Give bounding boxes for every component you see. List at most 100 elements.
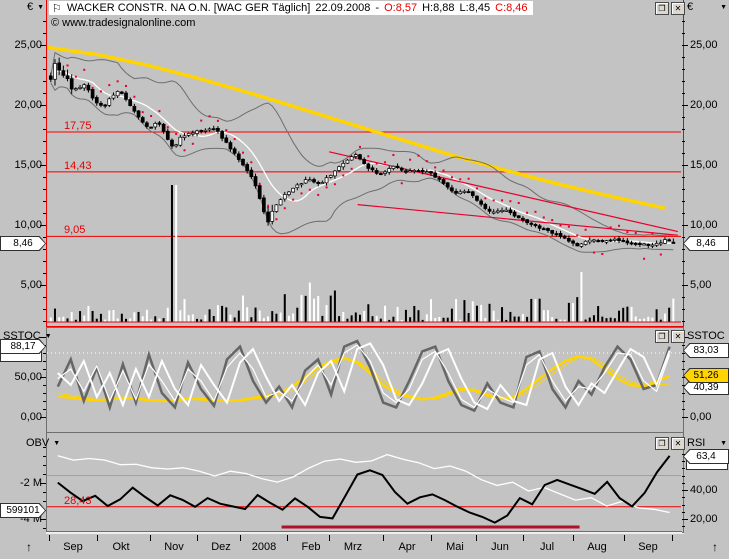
scroll-right-arrow[interactable]: ↑ [712, 540, 718, 554]
month-label: Apr [398, 541, 416, 553]
instrument-icon: ⚐ [52, 2, 62, 15]
currency-label: € [687, 1, 694, 13]
axis-tick [43, 117, 46, 118]
close-button[interactable]: ✕ [671, 330, 685, 343]
month-label: Sep [638, 541, 658, 553]
price-axis-label: 25,00 [690, 39, 718, 51]
axis-tick [682, 261, 685, 262]
close-button[interactable]: ✕ [671, 437, 685, 450]
maximize-button[interactable]: ❐ [655, 330, 669, 343]
axis-tick [240, 535, 241, 541]
stochastic-pane[interactable] [46, 327, 684, 433]
stoch-value-tag: 40,39 [683, 380, 729, 395]
title-high: H:8,88 [422, 2, 455, 14]
axis-tick [682, 189, 685, 190]
stoch-value-tag: 88,17 [0, 339, 46, 354]
axis-tick [43, 309, 46, 310]
axis-tick [287, 535, 288, 541]
stoch-dropdown-right[interactable]: SSTOC ▼ [687, 330, 729, 342]
stoch-dropdown-left[interactable]: SSTOC ▼ [3, 330, 52, 342]
axis-tick [43, 492, 46, 493]
axis-tick [43, 465, 46, 466]
axis-tick [682, 337, 688, 338]
axis-tick [43, 69, 46, 70]
title-date: 22.09.2008 [315, 2, 371, 14]
axis-tick [197, 535, 198, 541]
level-label: 28,43 [64, 495, 92, 507]
title-low: L:8,45 [459, 2, 491, 14]
level-label: 9,05 [64, 224, 86, 236]
last-price-tag-right: 8,46 [683, 236, 729, 251]
axis-tick [682, 497, 685, 499]
rsi-dropdown[interactable]: RSI ▼ [687, 437, 727, 449]
axis-tick [682, 117, 685, 118]
indicator-label: OBV [26, 437, 50, 449]
title-separator: - [375, 2, 380, 14]
axis-tick [682, 345, 685, 346]
axis-tick [40, 165, 46, 166]
price-pane[interactable] [46, 0, 684, 327]
axis-tick [682, 511, 685, 513]
rsi-value-tag: 63,4 [683, 449, 729, 464]
axis-tick [40, 105, 46, 106]
axis-tick [682, 93, 685, 94]
axis-tick [682, 237, 685, 238]
axis-tick [682, 409, 685, 410]
axis-tick [43, 361, 46, 362]
price-chart-canvas[interactable] [47, 0, 681, 325]
price-axis-label: 20,00 [14, 99, 42, 111]
axis-tick [43, 189, 46, 190]
indicator-label: SSTOC [687, 330, 725, 342]
axis-tick [682, 225, 688, 226]
chevron-down-icon: ▼ [53, 439, 61, 447]
axis-tick [43, 297, 46, 298]
axis-tick [682, 141, 685, 142]
rsi-axis-label: 20,00 [690, 513, 718, 525]
axis-tick [40, 483, 46, 484]
axis-tick [682, 361, 685, 362]
axis-tick [682, 297, 685, 298]
axis-tick [43, 353, 46, 354]
bottom-divider [46, 531, 682, 532]
axis-tick [43, 401, 46, 402]
indicator-label: RSI [687, 437, 706, 449]
obv-rsi-pane[interactable] [46, 432, 684, 533]
axis-tick [43, 57, 46, 58]
obv-dropdown[interactable]: OBV ▼ [26, 437, 60, 449]
axis-tick [49, 535, 50, 541]
axis-tick [682, 273, 685, 274]
axis-tick [682, 468, 685, 470]
maximize-button[interactable]: ❐ [655, 437, 669, 450]
right-axis-unit-dropdown[interactable]: € ▼ [687, 1, 727, 13]
month-label: Jun [491, 541, 509, 553]
price-axis-label: 5,00 [20, 279, 42, 291]
scroll-left-arrow[interactable]: ↑ [26, 540, 32, 554]
obv-pane-window-buttons: ❐ ✕ [655, 437, 685, 450]
chevron-down-icon: ▼ [37, 3, 44, 11]
axis-tick [43, 213, 46, 214]
rsi-axis-label: 40,00 [690, 484, 718, 496]
axis-tick [682, 504, 685, 506]
close-button[interactable]: ✕ [671, 2, 685, 15]
price-axis-label: 5,00 [690, 279, 712, 291]
axis-tick [682, 401, 685, 402]
left-axis-unit-dropdown[interactable]: € ▼ [0, 1, 44, 13]
title-instrument: WACKER CONSTR. NA O.N. [WAC GER Täglich] [66, 2, 311, 14]
axis-tick [523, 535, 524, 541]
stochastic-chart-canvas[interactable] [47, 328, 681, 430]
stoch-value-tag: 51,26 [683, 368, 729, 383]
axis-tick [43, 237, 46, 238]
title-open: O:8,57 [384, 2, 418, 14]
axis-tick [43, 129, 46, 130]
axis-tick [682, 461, 685, 462]
axis-tick [43, 261, 46, 262]
axis-tick [682, 369, 685, 370]
obv-rsi-chart-canvas[interactable] [47, 433, 681, 530]
maximize-button[interactable]: ❐ [655, 2, 669, 15]
axis-tick [43, 93, 46, 94]
stoch-axis-label: 0,00 [690, 411, 712, 423]
axis-tick [682, 45, 688, 46]
price-axis-label: 10,00 [14, 219, 42, 231]
axis-tick [40, 519, 46, 520]
axis-tick [40, 337, 46, 338]
